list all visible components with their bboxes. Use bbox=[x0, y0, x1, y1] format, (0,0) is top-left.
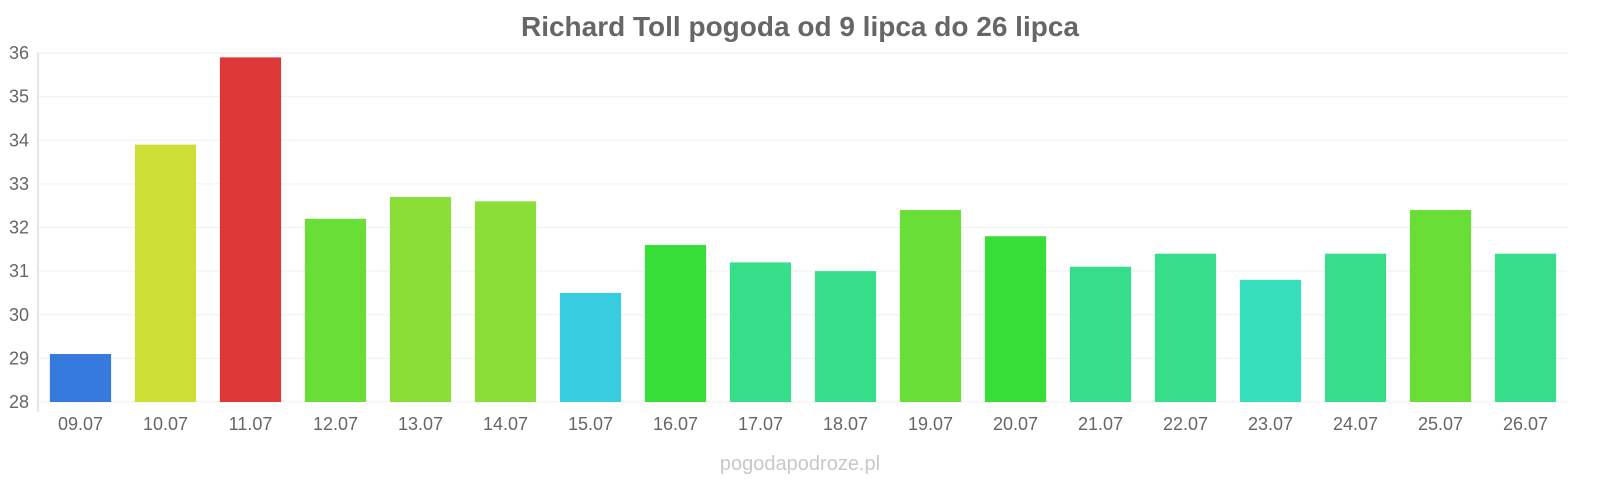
x-tick-label: 20.07 bbox=[993, 414, 1038, 434]
x-tick-label: 14.07 bbox=[483, 414, 528, 434]
bar-13.07 bbox=[389, 196, 452, 402]
chart-title: Richard Toll pogoda od 9 lipca do 26 lip… bbox=[521, 11, 1079, 42]
bar-26.07 bbox=[1494, 253, 1557, 402]
bar-14.07 bbox=[474, 201, 537, 402]
y-tick-label: 35 bbox=[9, 87, 29, 107]
bar-12.07 bbox=[304, 218, 367, 402]
bar-19.07 bbox=[899, 210, 962, 402]
x-axis-ticks: 09.07 10.07 11.07 12.07 13.07 14.07 15.07 16.07… bbox=[58, 414, 1548, 434]
x-tick-label: 23.07 bbox=[1248, 414, 1293, 434]
bar-15.07 bbox=[559, 292, 622, 402]
bar-11.07 bbox=[219, 57, 282, 403]
y-tick-label: 30 bbox=[9, 305, 29, 325]
x-tick-label: 16.07 bbox=[653, 414, 698, 434]
x-tick-label: 17.07 bbox=[738, 414, 783, 434]
y-tick-label: 28 bbox=[9, 392, 29, 412]
y-axis-ticks: 28 29 30 31 32 33 34 35 36 bbox=[9, 43, 29, 412]
bar-17.07 bbox=[729, 262, 792, 402]
bar-16.07 bbox=[644, 244, 707, 402]
y-tick-label: 31 bbox=[9, 261, 29, 281]
x-tick-label: 13.07 bbox=[398, 414, 443, 434]
x-tick-label: 10.07 bbox=[143, 414, 188, 434]
y-tick-label: 32 bbox=[9, 218, 29, 238]
x-tick-label: 26.07 bbox=[1503, 414, 1548, 434]
x-tick-label: 21.07 bbox=[1078, 414, 1123, 434]
y-tick-label: 33 bbox=[9, 174, 29, 194]
x-tick-label: 15.07 bbox=[568, 414, 613, 434]
bar-20.07 bbox=[984, 236, 1047, 402]
bar-10.07 bbox=[134, 144, 197, 403]
bar-09.07 bbox=[49, 354, 112, 402]
bar-24.07 bbox=[1324, 253, 1387, 402]
x-tick-label: 09.07 bbox=[58, 414, 103, 434]
watermark: pogodapodroze.pl bbox=[720, 453, 880, 475]
bar-18.07 bbox=[814, 271, 877, 402]
x-tick-label: 18.07 bbox=[823, 414, 868, 434]
y-tick-label: 29 bbox=[9, 348, 29, 368]
grid-lines bbox=[38, 52, 1568, 403]
y-tick-label: 34 bbox=[9, 130, 29, 150]
y-tick-label: 36 bbox=[9, 43, 29, 63]
bars bbox=[49, 57, 1557, 403]
x-tick-label: 12.07 bbox=[313, 414, 358, 434]
x-tick-label: 22.07 bbox=[1163, 414, 1208, 434]
bar-25.07 bbox=[1409, 210, 1472, 402]
x-tick-label: 24.07 bbox=[1333, 414, 1378, 434]
x-tick-label: 25.07 bbox=[1418, 414, 1463, 434]
bar-23.07 bbox=[1239, 279, 1302, 402]
bar-21.07 bbox=[1069, 266, 1132, 402]
x-tick-label: 19.07 bbox=[908, 414, 953, 434]
bar-22.07 bbox=[1154, 253, 1217, 402]
x-tick-label: 11.07 bbox=[229, 414, 273, 434]
